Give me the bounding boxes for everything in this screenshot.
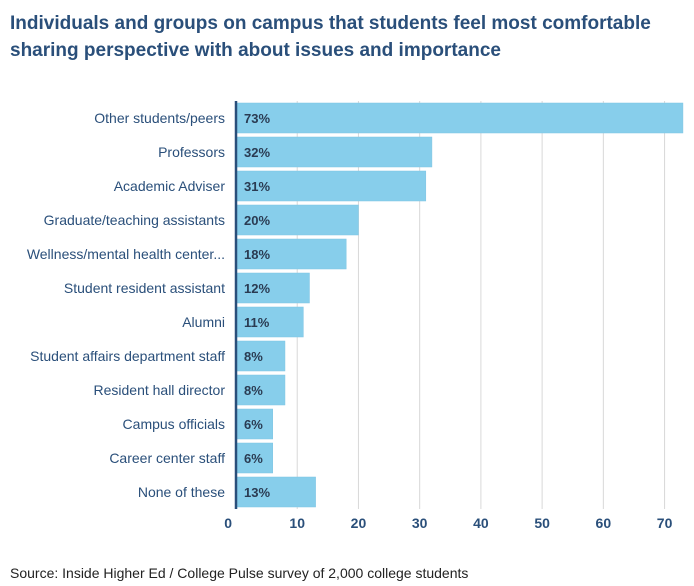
value-label: 18% [244, 247, 270, 262]
category-label: None of these [138, 484, 225, 500]
category-label: Professors [158, 144, 225, 160]
bar [235, 408, 273, 440]
bar [235, 442, 273, 474]
bar [235, 238, 347, 270]
category-label: Academic Adviser [114, 178, 226, 194]
chart-title: Individuals and groups on campus that st… [10, 13, 651, 61]
category-label: Resident hall director [93, 382, 225, 398]
category-labels: Other students/peers Professors Academic A… [27, 110, 226, 500]
category-label: Campus officials [123, 416, 225, 432]
bar [235, 340, 286, 372]
x-tick-label: 50 [534, 515, 550, 531]
bars [235, 102, 684, 508]
value-label: 8% [244, 349, 263, 364]
gridlines [296, 101, 666, 509]
bar [235, 102, 684, 134]
value-label: 6% [244, 451, 263, 466]
bar [235, 306, 304, 338]
value-label: 13% [244, 485, 270, 500]
category-label: Student resident assistant [64, 280, 225, 296]
value-label: 8% [244, 383, 263, 398]
value-label: 6% [244, 417, 263, 432]
category-label: Wellness/mental health center... [27, 246, 225, 262]
x-tick-label: 70 [657, 515, 673, 531]
x-tick-label: 0 [224, 515, 232, 531]
bar [235, 272, 310, 304]
value-label: 73% [244, 111, 270, 126]
value-label: 31% [244, 179, 270, 194]
value-label: 32% [244, 145, 270, 160]
value-label: 20% [244, 213, 270, 228]
x-tick-label: 60 [596, 515, 612, 531]
x-tick-label: 10 [289, 515, 305, 531]
category-label: Student affairs department staff [30, 348, 225, 364]
bar [235, 374, 286, 406]
x-tick-labels: 0 10 20 30 40 50 60 70 [224, 515, 672, 531]
value-label: 12% [244, 281, 270, 296]
x-tick-label: 20 [351, 515, 367, 531]
x-tick-label: 40 [473, 515, 489, 531]
x-tick-label: 30 [412, 515, 428, 531]
value-label: 11% [244, 315, 270, 330]
bar [235, 170, 427, 202]
category-label: Graduate/teaching assistants [44, 212, 225, 228]
source-note: Source: Inside Higher Ed / College Pulse… [10, 565, 469, 581]
category-label: Other students/peers [94, 110, 225, 126]
bar [235, 476, 316, 508]
category-label: Career center staff [109, 450, 225, 466]
value-labels: 73% 32% 31% 20% 18% 12% 11% 8% 8% 6% 6% 13% [244, 111, 270, 500]
bar [235, 204, 359, 236]
category-label: Alumni [182, 314, 225, 330]
